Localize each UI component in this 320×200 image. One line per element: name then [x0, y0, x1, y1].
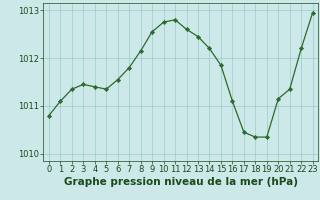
X-axis label: Graphe pression niveau de la mer (hPa): Graphe pression niveau de la mer (hPa) — [64, 177, 298, 187]
